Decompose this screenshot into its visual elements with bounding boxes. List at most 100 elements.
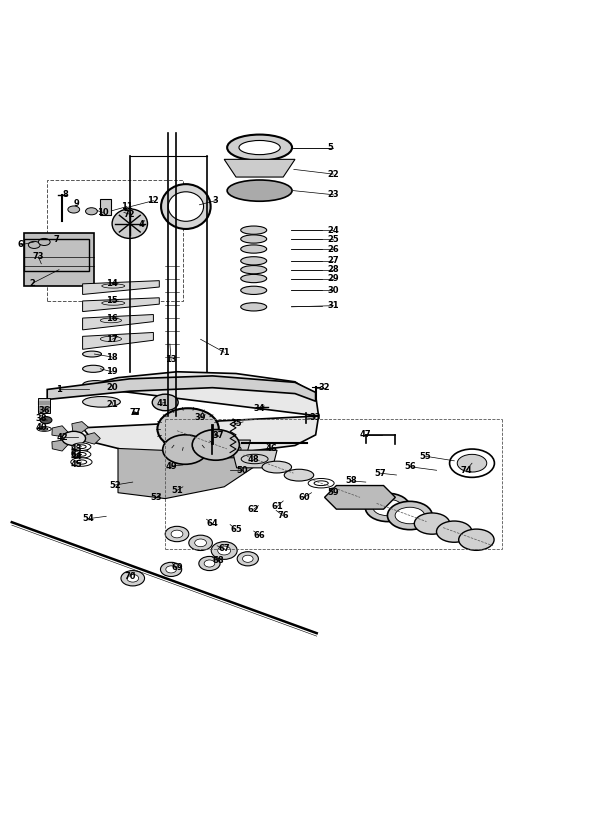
Ellipse shape bbox=[450, 449, 494, 478]
Text: 7: 7 bbox=[53, 235, 59, 244]
Text: 33: 33 bbox=[310, 414, 322, 423]
Text: 21: 21 bbox=[106, 399, 118, 409]
Ellipse shape bbox=[237, 552, 258, 566]
Text: 74: 74 bbox=[460, 466, 472, 475]
Text: 14: 14 bbox=[106, 279, 118, 288]
Ellipse shape bbox=[77, 453, 86, 456]
Ellipse shape bbox=[458, 529, 494, 550]
Text: 34: 34 bbox=[254, 404, 266, 413]
Ellipse shape bbox=[189, 535, 212, 551]
Text: 12: 12 bbox=[148, 196, 159, 206]
Ellipse shape bbox=[163, 435, 208, 464]
Ellipse shape bbox=[241, 245, 267, 253]
Text: 57: 57 bbox=[375, 468, 386, 478]
Ellipse shape bbox=[28, 241, 40, 249]
Polygon shape bbox=[83, 372, 319, 454]
Ellipse shape bbox=[83, 380, 109, 389]
Polygon shape bbox=[83, 298, 159, 311]
Ellipse shape bbox=[161, 184, 211, 229]
Text: 29: 29 bbox=[327, 274, 339, 283]
Ellipse shape bbox=[314, 481, 328, 486]
Ellipse shape bbox=[38, 239, 50, 245]
Ellipse shape bbox=[218, 546, 231, 555]
Ellipse shape bbox=[365, 493, 410, 522]
Text: 16: 16 bbox=[106, 314, 118, 323]
Text: 50: 50 bbox=[236, 466, 248, 475]
Bar bbox=[38, 399, 50, 413]
Ellipse shape bbox=[241, 226, 267, 235]
Ellipse shape bbox=[171, 530, 183, 537]
Ellipse shape bbox=[227, 180, 292, 201]
Text: 20: 20 bbox=[106, 384, 118, 392]
Polygon shape bbox=[232, 450, 277, 468]
Text: 38: 38 bbox=[35, 414, 47, 423]
Text: 17: 17 bbox=[106, 334, 118, 344]
Text: 61: 61 bbox=[271, 502, 283, 511]
Text: 43: 43 bbox=[71, 444, 83, 453]
Ellipse shape bbox=[76, 460, 87, 464]
Ellipse shape bbox=[83, 351, 101, 357]
Text: 27: 27 bbox=[327, 256, 339, 265]
Text: 6: 6 bbox=[18, 240, 24, 250]
Ellipse shape bbox=[83, 365, 104, 373]
Text: 3: 3 bbox=[212, 196, 218, 206]
Ellipse shape bbox=[395, 508, 425, 524]
Text: 1: 1 bbox=[56, 385, 62, 394]
Text: 45: 45 bbox=[71, 460, 83, 469]
Polygon shape bbox=[204, 440, 251, 458]
Text: 23: 23 bbox=[327, 191, 339, 199]
Polygon shape bbox=[74, 433, 100, 444]
Text: 41: 41 bbox=[156, 399, 168, 408]
Ellipse shape bbox=[211, 542, 237, 559]
Polygon shape bbox=[83, 280, 159, 295]
Text: 42: 42 bbox=[56, 433, 68, 442]
Ellipse shape bbox=[72, 451, 91, 458]
Text: 58: 58 bbox=[345, 477, 357, 485]
Text: 37: 37 bbox=[212, 431, 224, 440]
Text: 36: 36 bbox=[38, 406, 50, 414]
Text: 39: 39 bbox=[195, 413, 206, 422]
Polygon shape bbox=[52, 438, 74, 451]
Ellipse shape bbox=[241, 265, 267, 274]
Ellipse shape bbox=[336, 489, 350, 493]
Text: 48: 48 bbox=[248, 454, 260, 463]
Text: 67: 67 bbox=[218, 544, 230, 553]
Text: 77: 77 bbox=[130, 408, 142, 417]
Ellipse shape bbox=[112, 209, 148, 239]
Text: 59: 59 bbox=[327, 488, 339, 498]
Text: 35: 35 bbox=[230, 419, 242, 428]
Ellipse shape bbox=[152, 394, 178, 411]
Text: 69: 69 bbox=[171, 563, 183, 572]
Ellipse shape bbox=[189, 431, 224, 445]
Polygon shape bbox=[83, 333, 153, 349]
Text: 19: 19 bbox=[106, 367, 118, 376]
Text: 24: 24 bbox=[327, 225, 339, 235]
Ellipse shape bbox=[77, 445, 86, 448]
Text: 62: 62 bbox=[248, 505, 260, 513]
Text: 63: 63 bbox=[71, 450, 83, 459]
Text: 68: 68 bbox=[212, 556, 224, 565]
Text: 56: 56 bbox=[404, 463, 416, 471]
Ellipse shape bbox=[166, 566, 176, 573]
Text: 15: 15 bbox=[106, 296, 118, 305]
Ellipse shape bbox=[262, 461, 291, 473]
Ellipse shape bbox=[414, 513, 450, 534]
Text: 25: 25 bbox=[327, 235, 339, 244]
Polygon shape bbox=[72, 422, 88, 438]
Polygon shape bbox=[47, 376, 316, 401]
Text: 66: 66 bbox=[254, 531, 266, 540]
Ellipse shape bbox=[72, 443, 91, 450]
Ellipse shape bbox=[284, 469, 314, 481]
Polygon shape bbox=[224, 160, 295, 177]
Text: 44: 44 bbox=[71, 452, 83, 461]
Ellipse shape bbox=[127, 574, 139, 582]
Ellipse shape bbox=[457, 454, 487, 472]
Bar bbox=[47, 180, 183, 301]
Text: 40: 40 bbox=[35, 423, 47, 432]
Polygon shape bbox=[52, 426, 74, 438]
Ellipse shape bbox=[437, 521, 472, 542]
Ellipse shape bbox=[121, 571, 145, 586]
Text: 70: 70 bbox=[124, 572, 136, 581]
Polygon shape bbox=[72, 438, 88, 455]
Ellipse shape bbox=[241, 235, 267, 243]
